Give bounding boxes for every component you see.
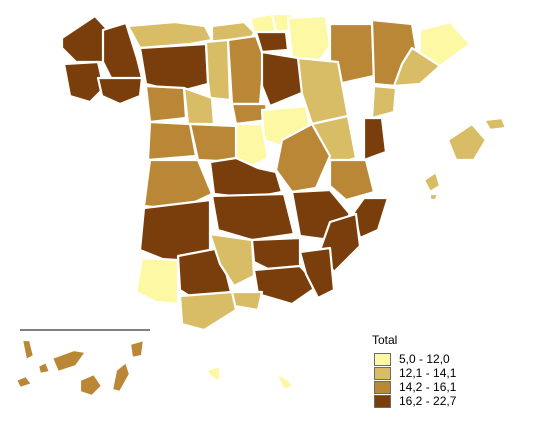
province-palencia	[204, 38, 232, 102]
province-cuenca	[274, 122, 332, 194]
province-ciudad-real	[210, 192, 296, 242]
province-cadiz	[178, 290, 238, 332]
province-burgos	[226, 34, 266, 106]
city-melilla	[274, 372, 296, 392]
island-tenerife	[50, 348, 88, 374]
legend-swatch	[374, 366, 391, 380]
island-mallorca	[446, 122, 488, 162]
province-salamanca	[146, 120, 198, 162]
island-formentera	[428, 192, 440, 202]
ceuta-melilla	[204, 364, 296, 392]
island-menorca	[482, 116, 508, 132]
province-castellon	[362, 116, 388, 162]
province-tarragona	[370, 84, 398, 120]
province-navarra	[286, 14, 332, 70]
province-a-coruna	[60, 14, 110, 64]
legend-item: 16,2 - 22,7	[372, 394, 456, 408]
legend-item: 14,2 - 16,1	[372, 380, 456, 394]
province-toledo	[208, 156, 284, 200]
legend-swatch	[374, 352, 391, 366]
province-jaen	[250, 236, 302, 272]
legend-swatch	[374, 394, 391, 408]
island-la-palma	[20, 338, 36, 362]
province-ourense	[96, 76, 144, 106]
island-ibiza	[422, 170, 442, 194]
province-leon	[138, 42, 210, 94]
legend-label: 14,2 - 16,1	[399, 380, 457, 394]
island-lanzarote	[128, 338, 146, 360]
canary-islands	[14, 338, 146, 398]
province-cordoba	[208, 232, 256, 288]
province-valencia	[328, 158, 376, 202]
province-barcelona	[392, 46, 442, 88]
legend-item: 12,1 - 14,1	[372, 366, 456, 380]
legend-label: 12,1 - 14,1	[399, 366, 457, 380]
province-madrid	[234, 122, 270, 170]
legend-label: 16,2 - 22,7	[399, 394, 457, 408]
province-huelva	[134, 256, 180, 306]
province-pontevedra	[62, 60, 106, 104]
legend-item: 5,0 - 12,0	[372, 352, 456, 366]
province-huesca	[328, 22, 376, 86]
province-granada	[252, 264, 320, 306]
province-zamora	[144, 84, 188, 124]
island-la-gomera	[36, 360, 52, 376]
balearic-islands	[422, 116, 508, 202]
peninsula	[60, 12, 472, 332]
province-almeria	[298, 246, 336, 300]
province-la-rioja	[260, 50, 306, 108]
island-fuerteventura	[110, 360, 132, 394]
island-gran-canaria	[78, 372, 104, 398]
province-avila	[188, 122, 240, 164]
city-ceuta	[204, 364, 222, 384]
legend-swatch	[374, 380, 391, 394]
legend-title: Total	[372, 333, 398, 347]
province-alicante	[352, 196, 390, 240]
legend-label: 5,0 - 12,0	[399, 352, 450, 366]
map-legend: Total 5,0 - 12,0 12,1 - 14,1 14,2 - 16,1…	[372, 333, 456, 408]
island-el-hierro	[14, 374, 34, 390]
